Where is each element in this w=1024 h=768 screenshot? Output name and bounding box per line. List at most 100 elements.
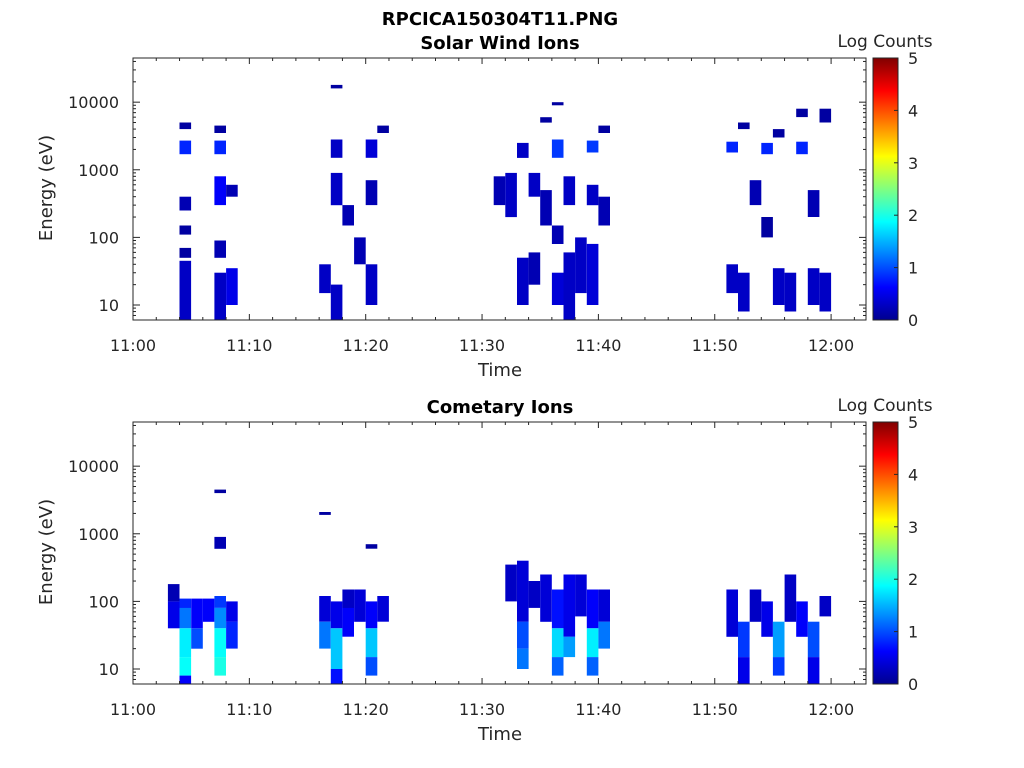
x-tick-label: 11:20 [343,700,389,719]
heatmap-cell [738,657,750,684]
heatmap-cell [226,621,238,649]
heatmap-cell [807,268,820,305]
plot-frame [132,57,867,321]
heatmap-cell [586,243,599,305]
x-axis-label: Time [477,724,522,745]
colorbar-tick-label: 1 [908,623,918,642]
colorbar-tick-label: 3 [908,518,918,537]
colorbar-label: Log Counts [837,32,932,52]
heatmap-cell [319,621,331,649]
heatmap-cell [179,260,192,320]
y-axis-ticks: 10 100 1000 10000 [68,424,866,685]
heatmap-cell [493,176,506,206]
x-tick-label: 11:00 [110,336,156,355]
heatmap-cell [342,205,354,226]
y-axis-ticks: 10 100 1000 10000 [68,60,866,321]
y-tick-label: 100 [88,592,119,611]
colorbar-tick-label: 1 [908,259,918,278]
y-tick-label: 10000 [68,457,119,476]
heatmap-cell [214,657,226,676]
heatmap-cell [191,628,203,649]
x-tick-label: 11:30 [459,336,505,355]
colorbar-tick-label: 4 [908,465,918,484]
heatmap-cell [796,108,808,118]
x-tick-label: 11:50 [692,336,738,355]
heatmap-cell [179,628,192,658]
x-tick-label: 11:10 [226,336,272,355]
colorbar: 0 1 2 3 4 5 [872,413,918,694]
y-tick-label: 1000 [78,525,119,544]
heatmap-cell [214,140,226,155]
heatmap-cell [772,657,785,676]
heatmap-cell [772,129,785,138]
x-tick-label: 11:40 [575,336,621,355]
panel-title: Solar Wind Ions [420,33,579,54]
heatmap-cell [551,589,564,629]
colorbar-label: Log Counts [837,396,932,416]
heatmap-cell [598,589,610,622]
heatmap-cell [551,657,564,676]
heatmap-cell [214,607,226,629]
heatmap-cell [784,574,797,622]
heatmap-cell [179,122,192,130]
heatmap-cell [342,607,354,637]
heatmap-cell [551,272,564,305]
x-axis-label: Time [477,360,522,381]
y-tick-label: 10000 [68,93,119,112]
heatmap-cell [365,264,378,305]
plot-frame [132,421,867,685]
heatmap-cell [586,184,599,206]
heatmap-cell [540,190,552,226]
heatmap-cell [214,536,226,549]
colorbar-tick-label: 5 [908,413,918,432]
heatmap-cell [202,598,215,622]
heatmap-cell [726,141,738,153]
heatmap-cell [330,601,343,629]
heatmap-cell [226,184,238,197]
heatmap-cell [377,125,389,133]
colorbar-tick-label: 3 [908,154,918,173]
heatmap-cell [517,560,529,622]
solar-wind-panel: Solar Wind Ions 11:00 11:10 11:20 11:30 11:4… [36,32,933,381]
heatmap-cell [226,601,238,622]
heatmap-cell [179,225,192,235]
heatmap-cell [167,601,180,629]
x-tick-label: 12:00 [808,700,854,719]
heatmap-cell [738,621,750,658]
y-tick-label: 10 [99,296,119,315]
heatmap-cell [179,598,192,608]
heatmap-cell [563,176,576,206]
heatmap-cell [330,628,343,669]
heatmap-cell [784,272,797,312]
heatmap-cell [354,237,366,265]
heatmap-cell [586,589,599,629]
x-tick-label: 12:00 [808,336,854,355]
y-tick-label: 100 [88,228,119,247]
heatmap-cell [330,84,343,89]
heatmap-cell [586,628,599,658]
y-tick-label: 10 [99,660,119,679]
heatmap-cell [738,272,750,312]
heatmap-cell [365,628,378,658]
heatmap-cell [167,584,180,602]
heatmap-cell [598,125,610,133]
heatmap-cell [319,512,331,515]
heatmap-cell [214,596,226,608]
x-tick-label: 11:30 [459,700,505,719]
heatmap-cell [598,621,610,649]
heatmap-cell [214,272,226,320]
heatmap-cell [819,272,832,312]
heatmap-cell [191,598,203,629]
heatmap-cell [807,621,820,658]
heatmap-cell [796,601,808,637]
heatmap-cell [738,122,750,130]
heatmap-cell [365,544,378,549]
heatmap-cell [330,284,343,320]
heatmap-cell [319,264,331,294]
colorbar: 0 1 2 3 4 5 [872,49,918,330]
heatmap-cell [330,669,343,684]
heatmap-cell [365,657,378,676]
heatmap-cell [726,589,738,637]
heatmap-cell [505,172,517,218]
